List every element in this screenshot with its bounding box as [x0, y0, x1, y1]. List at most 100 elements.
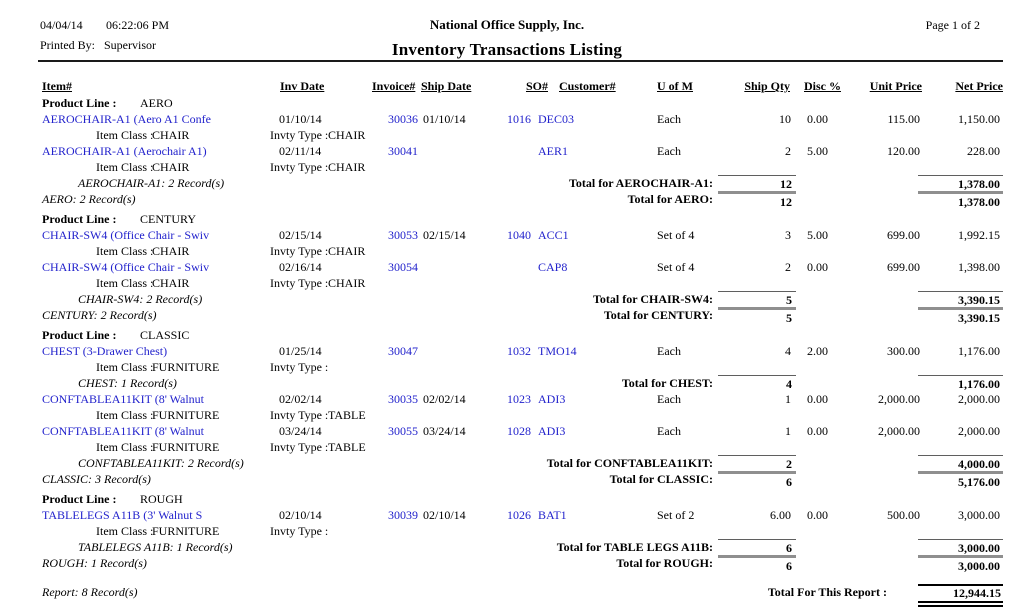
disc-cell: 0.00: [807, 392, 828, 406]
ship-date-cell: 03/24/14: [423, 424, 466, 438]
uom-cell: Each: [657, 112, 681, 126]
unit-price-cell: 2,000.00: [878, 424, 920, 438]
ship-date-cell: 02/15/14: [423, 228, 466, 242]
product-line-value: CENTURY: [140, 212, 197, 226]
invoice-link[interactable]: 30035: [388, 392, 418, 406]
group-total-row: ROUGH: 1 Record(s) Total for ROUGH: 6 3,000…: [0, 555, 1014, 574]
item-subtotal-row: AEROCHAIR-A1: 2 Record(s) Total for AEROC…: [0, 175, 1014, 191]
invty-type-value: CHAIR: [328, 128, 366, 142]
so-link[interactable]: 1016: [507, 112, 531, 126]
report-total-label: Total For This Report :: [767, 585, 887, 599]
item-record-count: AEROCHAIR-A1: 2 Record(s): [78, 176, 225, 190]
item-class-row: Item Class : FURNITURE Invty Type : TABLE: [0, 407, 1014, 423]
item-link[interactable]: CHAIR-SW4 (Office Chair - Swiv: [42, 260, 210, 274]
item-link[interactable]: CONFTABLEA11KIT (8' Walnut: [42, 392, 205, 406]
invty-type-value: CHAIR: [328, 244, 366, 258]
customer-link[interactable]: ACC1: [538, 228, 569, 242]
item-class-value: CHAIR: [152, 160, 190, 174]
item-total-label: Total for CHAIR-SW4:: [592, 292, 713, 306]
invoice-link[interactable]: 30036: [388, 112, 418, 126]
unit-price-cell: 120.00: [887, 144, 920, 158]
group-total-row: CENTURY: 2 Record(s) Total for CENTURY: 5 3…: [0, 307, 1014, 325]
unit-price-cell: 699.00: [887, 228, 920, 242]
item-subtotal-row: TABLELEGS A11B: 1 Record(s) Total for TAB…: [0, 539, 1014, 555]
column-header-invoice: Invoice#: [372, 79, 416, 93]
group-total-label: Total for CLASSIC:: [609, 472, 713, 486]
item-link[interactable]: CHAIR-SW4 (Office Chair - Swiv: [42, 228, 210, 242]
net-price-cell: 1,176.00: [958, 344, 1000, 358]
invoice-link[interactable]: 30055: [388, 424, 418, 438]
group-total-net: 1,378.00: [918, 191, 1003, 210]
ship-date-cell: 01/10/14: [423, 112, 466, 126]
item-total-net: 3,390.15: [918, 291, 1003, 308]
unit-price-cell: 2,000.00: [878, 392, 920, 406]
item-link[interactable]: CONFTABLEA11KIT (8' Walnut: [42, 424, 205, 438]
item-link[interactable]: AEROCHAIR-A1 (Aerochair A1): [42, 144, 207, 158]
ship-qty-cell: 6.00: [770, 508, 791, 522]
transaction-row: CHAIR-SW4 (Office Chair - Swiv 02/16/14 30…: [0, 259, 1014, 275]
so-link[interactable]: 1028: [507, 424, 531, 438]
unit-price-cell: 300.00: [887, 344, 920, 358]
item-link[interactable]: TABLELEGS A11B (3' Walnut S: [42, 508, 203, 522]
item-class-value: FURNITURE: [152, 440, 220, 454]
group-total-qty: 6: [718, 555, 796, 574]
group-record-count: CLASSIC: 3 Record(s): [42, 472, 151, 486]
item-total-qty: 2: [718, 455, 796, 472]
transaction-row: CONFTABLEA11KIT (8' Walnut 02/02/14 30035 0…: [0, 391, 1014, 407]
item-total-net: 3,000.00: [918, 539, 1003, 556]
item-class-label: Item Class :: [96, 128, 154, 142]
report-title: Inventory Transactions Listing: [391, 40, 623, 59]
ship-qty-cell: 1: [785, 392, 791, 406]
customer-link[interactable]: ADI3: [538, 424, 566, 438]
item-link[interactable]: AEROCHAIR-A1 (Aero A1 Confe: [42, 112, 211, 126]
disc-cell: 5.00: [807, 144, 828, 158]
group-total-label: Total for ROUGH:: [616, 556, 713, 570]
invty-type-label: Invty Type :: [270, 360, 329, 374]
item-total-qty: 5: [718, 291, 796, 308]
disc-cell: 0.00: [807, 260, 828, 274]
invoice-link[interactable]: 30047: [388, 344, 418, 358]
item-subtotal-row: CONFTABLEA11KIT: 2 Record(s) Total for CO…: [0, 455, 1014, 471]
group-total-net: 3,000.00: [918, 555, 1003, 574]
item-record-count: CHAIR-SW4: 2 Record(s): [78, 292, 203, 306]
item-total-qty: 4: [718, 375, 796, 392]
column-header-shipqty: Ship Qty: [744, 79, 790, 93]
product-line-label: Product Line :: [42, 96, 117, 110]
item-subtotal-row: CHEST: 1 Record(s) Total for CHEST: 4 1,176…: [0, 375, 1014, 391]
customer-link[interactable]: DEC03: [538, 112, 574, 126]
product-line-row: Product Line : CLASSIC: [0, 327, 1014, 343]
uom-cell: Set of 2: [657, 508, 695, 522]
transaction-row: CHAIR-SW4 (Office Chair - Swiv 02/15/14 30…: [0, 227, 1014, 243]
customer-link[interactable]: BAT1: [538, 508, 567, 522]
customer-link[interactable]: AER1: [538, 144, 568, 158]
group-record-count: AERO: 2 Record(s): [42, 192, 136, 206]
invoice-link[interactable]: 30053: [388, 228, 418, 242]
group-total-net: 5,176.00: [918, 471, 1003, 490]
so-link[interactable]: 1023: [507, 392, 531, 406]
ship-qty-cell: 4: [785, 344, 791, 358]
invoice-link[interactable]: 30054: [388, 260, 418, 274]
transaction-row: AEROCHAIR-A1 (Aero A1 Confe 01/10/14 30036…: [0, 111, 1014, 127]
uom-cell: Each: [657, 344, 681, 358]
inv-date-cell: 02/02/14: [279, 392, 322, 406]
so-link[interactable]: 1040: [507, 228, 531, 242]
column-header-disc: Disc %: [804, 79, 841, 93]
disc-cell: 5.00: [807, 228, 828, 242]
invoice-link[interactable]: 30039: [388, 508, 418, 522]
customer-link[interactable]: TMO14: [538, 344, 577, 358]
item-class-label: Item Class :: [96, 524, 154, 538]
invty-type-label: Invty Type :: [270, 276, 329, 290]
report-total-value: 12,944.15: [918, 584, 1003, 607]
transaction-row: CONFTABLEA11KIT (8' Walnut 03/24/14 30055 0…: [0, 423, 1014, 439]
customer-link[interactable]: CAP8: [538, 260, 568, 274]
so-link[interactable]: 1032: [507, 344, 531, 358]
customer-link[interactable]: ADI3: [538, 392, 566, 406]
item-class-row: Item Class : FURNITURE Invty Type :: [0, 359, 1014, 375]
item-link[interactable]: CHEST (3-Drawer Chest): [42, 344, 168, 358]
column-header-row: Item# Inv Date Invoice# Ship Date SO# Custome…: [0, 78, 1014, 94]
invoice-link[interactable]: 30041: [388, 144, 418, 158]
net-price-cell: 1,150.00: [958, 112, 1000, 126]
so-link[interactable]: 1026: [507, 508, 531, 522]
inv-date-cell: 03/24/14: [279, 424, 322, 438]
